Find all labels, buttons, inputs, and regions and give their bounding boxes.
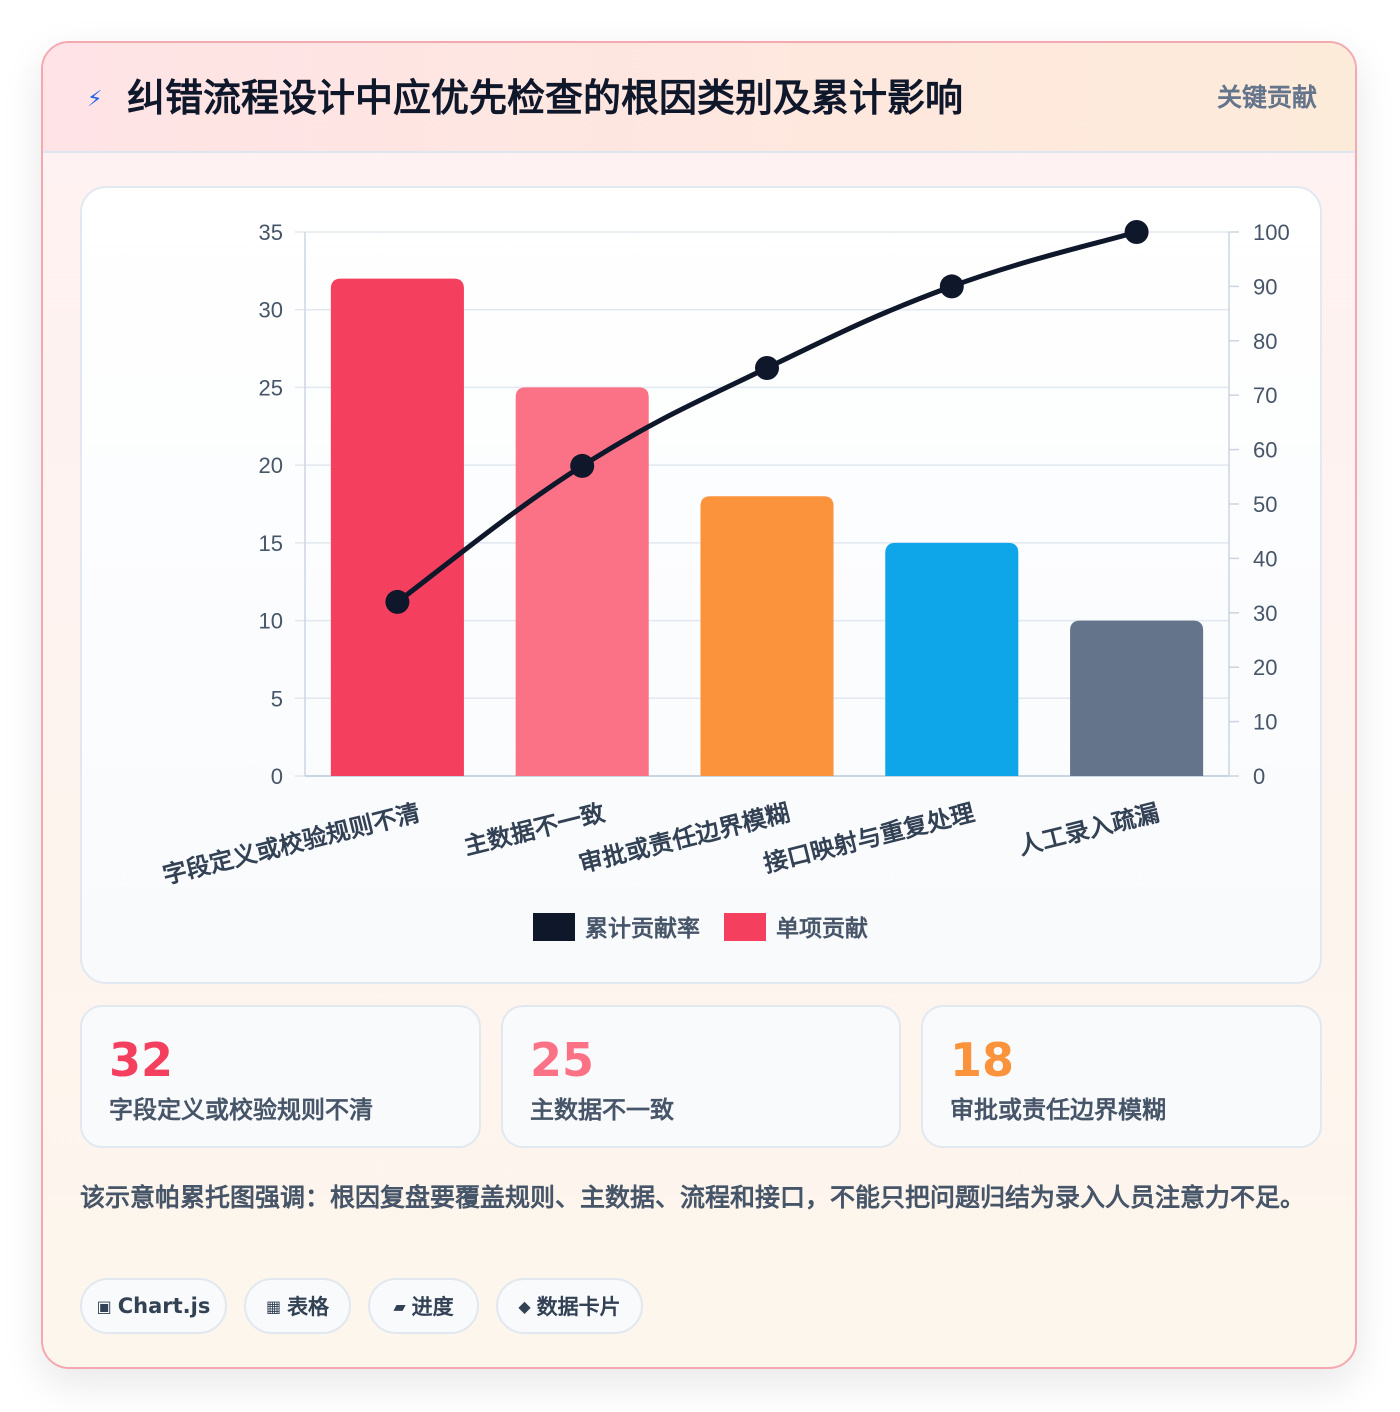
report-card: ⚡ 纠错流程设计中应优先检查的根因类别及累计影响 关键贡献 0 5 10 15 20 25… <box>41 41 1357 1369</box>
stat-label: 审批或责任边界模糊 <box>950 1096 1166 1124</box>
cumulative-point <box>570 453 595 478</box>
x-tick-label: 人工录入疏漏 <box>1016 799 1162 861</box>
x-tick-label: 字段定义或校验规则不清 <box>160 799 423 890</box>
y-tick-label: 5 <box>271 686 283 711</box>
bar <box>330 278 464 776</box>
y2-tick-label: 20 <box>1253 655 1277 680</box>
lightning-icon: ⚡ <box>87 87 103 112</box>
stat-label: 主数据不一致 <box>530 1096 674 1124</box>
y-tick-label: 20 <box>259 453 283 478</box>
y2-tick-label: 40 <box>1253 546 1277 571</box>
chip-table[interactable]: ▦ 表格 <box>244 1278 351 1334</box>
bar <box>1070 620 1204 776</box>
chart-icon: ▣ <box>96 1296 112 1316</box>
cumulative-point <box>755 356 779 380</box>
stat-value: 32 <box>109 1033 174 1087</box>
y2-tick-label: 10 <box>1253 710 1277 735</box>
page-title: 纠错流程设计中应优先检查的根因类别及累计影响 <box>127 76 964 120</box>
bar <box>515 387 649 776</box>
y2-tick-label: 30 <box>1253 601 1277 626</box>
y-tick-label: 30 <box>259 298 283 323</box>
y-tick-label: 15 <box>259 531 283 556</box>
x-tick-label: 接口映射与重复处理 <box>761 799 977 878</box>
y2-tick-label: 100 <box>1253 220 1290 245</box>
legend-swatch <box>724 913 766 941</box>
pareto-chart: 0 5 10 15 20 25 30 35 0 10 20 30 40 50 60 70 80 90 100 字段定义… <box>160 220 1290 942</box>
header-tag: 关键贡献 <box>1216 83 1317 112</box>
table-icon: ▦ <box>265 1296 282 1316</box>
chart-note: 该示意帕累托图强调：根因复盘要覆盖规则、主数据、流程和接口，不能只把问题归结为录… <box>80 1183 1306 1212</box>
cumulative-point <box>1124 220 1149 244</box>
chart-panel: 0 5 10 15 20 25 30 35 0 10 20 30 40 50 60 70 80 90 100 字段定义… <box>80 186 1322 984</box>
chip-label: 进度 <box>411 1295 454 1319</box>
chip-label: 数据卡片 <box>536 1295 621 1319</box>
y-tick-label: 10 <box>259 609 283 634</box>
card-header: ⚡ 纠错流程设计中应优先检查的根因类别及累计影响 关键贡献 <box>43 43 1355 153</box>
chip-chartjs[interactable]: ▣ Chart.js <box>80 1278 227 1334</box>
stat-label: 字段定义或校验规则不清 <box>109 1096 373 1124</box>
y2-tick-label: 50 <box>1253 492 1277 517</box>
legend-swatch <box>533 913 575 941</box>
y2-tick-label: 60 <box>1253 438 1277 463</box>
bar <box>700 496 834 776</box>
bar <box>885 542 1019 776</box>
chip-label: Chart.js <box>117 1294 211 1318</box>
y-tick-label: 25 <box>259 375 283 400</box>
progress-icon: ▰ <box>393 1296 406 1316</box>
cumulative-point <box>939 274 964 299</box>
y-tick-label: 0 <box>271 764 283 789</box>
stat-value: 25 <box>530 1033 595 1087</box>
stat-card-2: 25 主数据不一致 <box>501 1005 901 1148</box>
y2-tick-label: 80 <box>1253 329 1277 354</box>
y2-tick-label: 70 <box>1253 383 1277 408</box>
y2-tick-label: 0 <box>1253 764 1265 789</box>
chip-data-card[interactable]: ◆ 数据卡片 <box>496 1278 643 1334</box>
y-tick-label: 35 <box>259 220 283 245</box>
x-tick-label: 审批或责任边界模糊 <box>576 799 792 878</box>
legend-label: 单项贡献 <box>776 916 868 942</box>
y2-tick-label: 90 <box>1253 274 1277 299</box>
legend-label: 累计贡献率 <box>585 915 700 942</box>
stat-card-1: 32 字段定义或校验规则不清 <box>80 1005 481 1148</box>
chip-progress[interactable]: ▰ 进度 <box>368 1278 479 1334</box>
cumulative-point <box>385 589 410 614</box>
stat-value: 18 <box>950 1033 1015 1087</box>
chip-label: 表格 <box>287 1295 330 1319</box>
diamond-icon: ◆ <box>518 1296 531 1316</box>
stat-card-3: 18 审批或责任边界模糊 <box>921 1005 1322 1148</box>
